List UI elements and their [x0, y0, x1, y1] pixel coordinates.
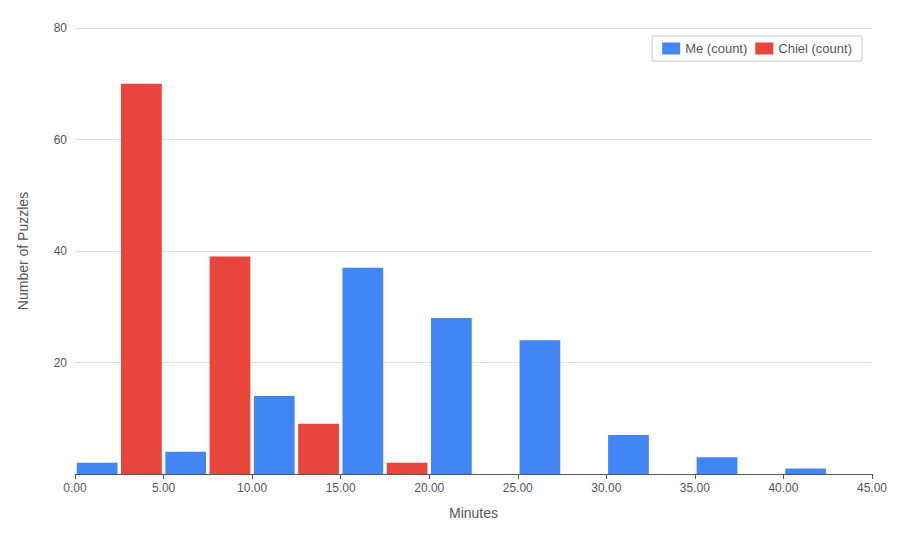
svg-text:Number of Puzzles: Number of Puzzles [15, 192, 31, 310]
svg-text:30.00: 30.00 [591, 481, 621, 495]
svg-text:20: 20 [54, 356, 68, 370]
svg-text:40.00: 40.00 [768, 481, 798, 495]
svg-text:45.00: 45.00 [857, 481, 887, 495]
svg-text:35.00: 35.00 [680, 481, 710, 495]
svg-text:20.00: 20.00 [414, 481, 444, 495]
svg-text:80: 80 [54, 21, 68, 35]
svg-text:Minutes: Minutes [449, 505, 498, 521]
svg-text:Me (count): Me (count) [685, 41, 747, 56]
svg-text:10.00: 10.00 [237, 481, 267, 495]
svg-text:5.00: 5.00 [152, 481, 176, 495]
svg-text:Chiel (count): Chiel (count) [778, 41, 852, 56]
svg-text:0.00: 0.00 [63, 481, 87, 495]
svg-text:15.00: 15.00 [326, 481, 356, 495]
svg-text:25.00: 25.00 [503, 481, 533, 495]
svg-text:40: 40 [54, 244, 68, 258]
svg-text:60: 60 [54, 133, 68, 147]
